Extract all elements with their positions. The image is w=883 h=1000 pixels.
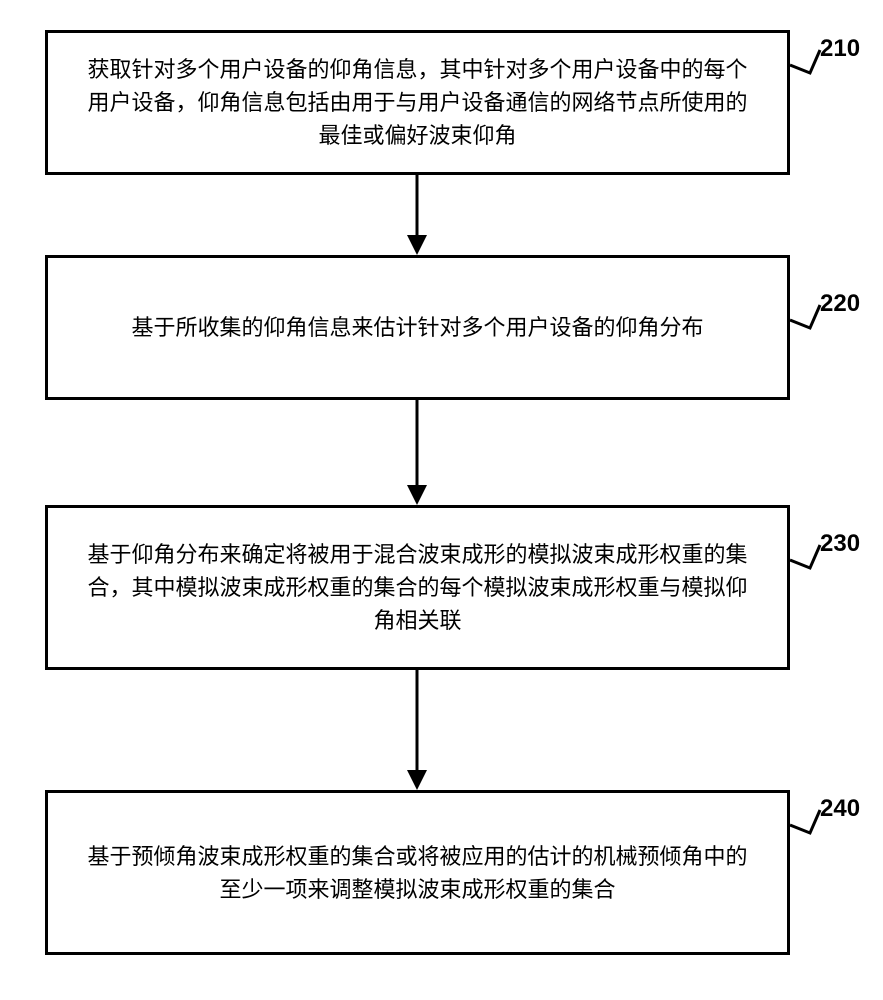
flow-step-210: 获取针对多个用户设备的仰角信息，其中针对多个用户设备中的每个用户设备，仰角信息包… [45, 30, 790, 175]
flow-step-240: 基于预倾角波束成形权重的集合或将被应用的估计的机械预倾角中的至少一项来调整模拟波… [45, 790, 790, 955]
flow-label-210: 210 [820, 35, 860, 63]
flow-step-220-text: 基于所收集的仰角信息来估计针对多个用户设备的仰角分布 [131, 311, 703, 344]
flow-step-240-text: 基于预倾角波束成形权重的集合或将被应用的估计的机械预倾角中的至少一项来调整模拟波… [78, 840, 757, 906]
flow-step-210-text: 获取针对多个用户设备的仰角信息，其中针对多个用户设备中的每个用户设备，仰角信息包… [78, 53, 757, 152]
flow-label-230: 230 [820, 530, 860, 558]
arrow-230-240 [405, 670, 429, 792]
flow-label-220: 220 [820, 290, 860, 318]
flow-step-230-text: 基于仰角分布来确定将被用于混合波束成形的模拟波束成形权重的集合，其中模拟波束成形… [78, 538, 757, 637]
flow-step-220: 基于所收集的仰角信息来估计针对多个用户设备的仰角分布 [45, 255, 790, 400]
arrow-210-220 [405, 175, 429, 257]
arrow-220-230 [405, 400, 429, 507]
flow-step-230: 基于仰角分布来确定将被用于混合波束成形的模拟波束成形权重的集合，其中模拟波束成形… [45, 505, 790, 670]
flow-label-240: 240 [820, 795, 860, 823]
